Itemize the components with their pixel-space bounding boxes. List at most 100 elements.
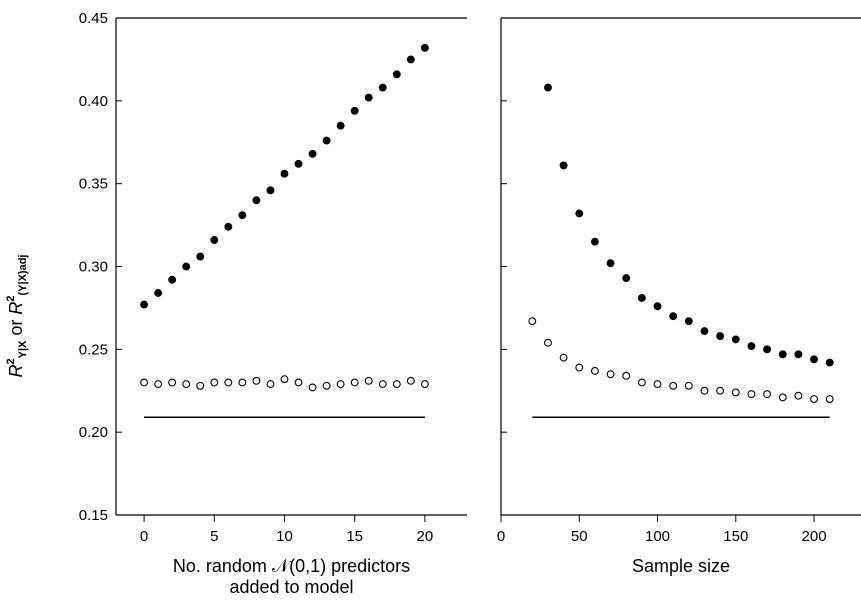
data-point-filled [763,345,772,354]
data-point-filled [308,149,317,158]
y-axis-label-part: R [6,302,26,315]
data-point-open [266,380,275,389]
x-tick-label: 0 [497,528,505,545]
y-tick-label: 0.25 [79,341,108,358]
x-axis-label: added to model [229,577,353,597]
y-tick-label: 0.45 [79,10,108,27]
data-point-open [637,378,646,387]
data-point-filled [140,300,149,309]
data-point-open [669,381,678,390]
data-point-filled [575,209,584,218]
data-point-open [420,380,429,389]
data-point-filled [825,358,834,367]
data-point-filled [182,262,191,271]
data-point-open [378,380,387,389]
data-point-open [350,378,359,387]
data-point-filled [294,159,303,168]
x-axis-label: No. random 𝒩(0,1) predictors [173,556,410,576]
data-point-filled [322,136,331,145]
data-point-filled [280,169,289,178]
y-axis-label-part: 2 [5,358,17,364]
x-tick-label: 100 [645,528,670,545]
data-point-open [280,375,289,384]
data-point-open [154,380,163,389]
y-axis-label-part: 2 [5,295,17,301]
y-tick-label: 0.20 [79,424,108,441]
data-point-open [559,353,568,362]
data-point-filled [196,252,205,261]
data-point-filled [350,106,359,115]
data-point-open [544,338,552,347]
data-point-filled [406,55,415,64]
data-point-open [210,378,219,387]
y-tick-label: 0.30 [79,259,108,276]
data-point-open [140,378,149,387]
data-point-open [575,363,584,372]
left-panel: 0.15 0.20 0.25 0.30 0.35 0.40 0.45 0 5 10 15 20 No. … [79,10,467,597]
data-point-filled [559,161,568,170]
data-point-open [778,393,787,402]
data-point-open [196,381,205,390]
data-point-open [825,395,834,403]
y-axis-label-part: or [6,315,26,341]
data-point-open [622,371,631,380]
data-point-open [606,370,615,379]
data-point-filled [700,327,709,336]
y-tick-label: 0.15 [79,507,108,524]
data-point-open [716,386,725,395]
y-axis-label-part: Y|X [17,340,29,358]
data-point-filled [622,274,631,283]
data-point-filled [747,342,756,350]
data-point-filled [378,83,387,92]
data-point-filled [266,186,275,195]
data-point-open [763,390,772,399]
data-point-open [528,317,537,326]
data-point-filled [336,121,345,130]
data-point-filled [731,335,740,344]
data-point-open [653,380,662,389]
y-tick-label: 0.35 [79,176,108,193]
x-tick-label: 10 [276,528,293,545]
x-tick-label: 5 [210,528,218,545]
data-point-filled [392,70,401,79]
data-point-open [308,383,317,392]
data-point-filled [210,236,219,244]
data-point-filled [420,43,429,52]
y-axis-label-part: (Y|X)adj [17,254,29,295]
data-point-open [700,386,709,395]
data-point-filled [224,222,233,231]
data-point-open [392,380,401,389]
data-point-open [294,378,303,387]
data-point-open [336,380,345,389]
data-point-filled [669,312,678,321]
data-point-open [794,391,803,400]
data-point-filled [637,294,646,302]
data-point-open [252,376,261,385]
x-tick-label: 200 [802,528,827,545]
data-point-filled [238,211,247,220]
data-point-filled [168,275,177,284]
data-point-filled [364,93,373,102]
data-point-open [238,378,247,387]
x-tick-label: 0 [140,528,148,545]
data-point-filled [716,332,725,341]
data-point-open [684,381,693,390]
y-tick-label: 0.40 [79,93,108,110]
data-point-filled [653,302,662,311]
data-point-filled [590,237,599,246]
data-point-open [406,376,415,385]
x-tick-label: 20 [417,528,434,545]
data-point-open [364,376,373,385]
right-panel: 0 50 100 150 200 Sample size [497,17,861,576]
y-axis-label-part: R [6,365,26,378]
data-point-filled [778,350,787,359]
data-point-open [182,380,191,389]
data-point-filled [684,317,693,326]
x-tick-label: 50 [571,528,588,545]
data-point-open [810,395,818,403]
data-point-filled [794,350,803,359]
x-axis-label: Sample size [632,556,730,576]
data-point-filled [544,83,552,92]
data-point-filled [252,196,261,205]
